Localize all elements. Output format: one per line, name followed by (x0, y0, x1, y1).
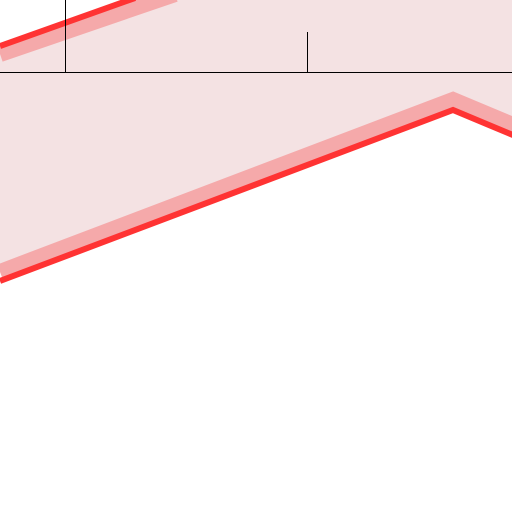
band-fill (0, 0, 512, 272)
lower-line (0, 106, 512, 284)
lower-halo (0, 91, 512, 280)
upper-line (0, 0, 137, 49)
upper-halo (0, 0, 178, 62)
